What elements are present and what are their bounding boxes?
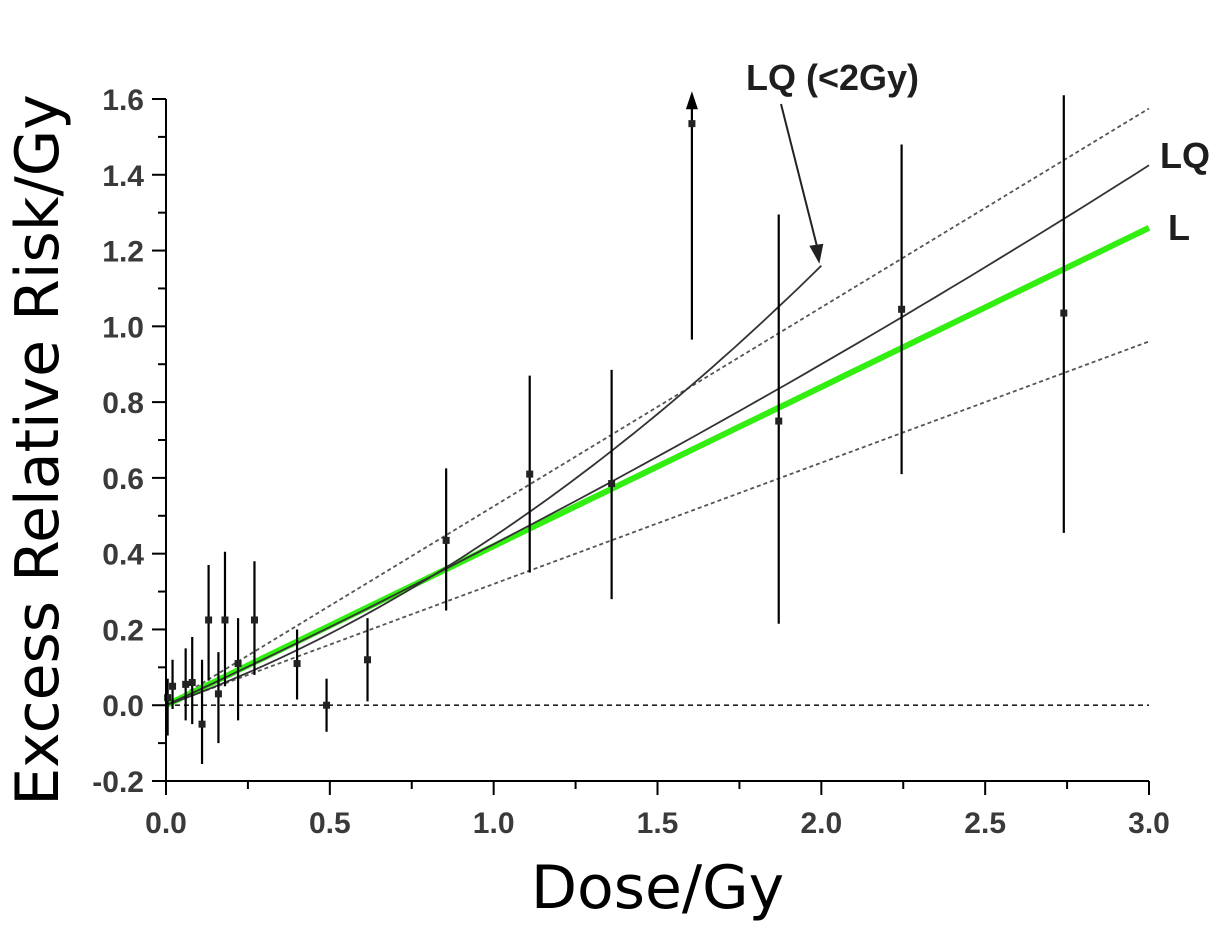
y-tick-label: 0.4	[102, 539, 144, 572]
y-tick-label: 0.0	[102, 690, 144, 723]
data-point	[323, 701, 331, 709]
y-tick-label: 0.8	[102, 387, 144, 420]
x-tick-label: 1.5	[637, 807, 679, 840]
upward-arrow-icon	[685, 91, 698, 110]
y-axis-title: Excess Relative Risk/Gy	[3, 94, 73, 805]
annotation-lq-low-dose: LQ (<2Gy)	[746, 57, 919, 98]
data-point	[214, 690, 222, 698]
lq-fit-curve	[165, 164, 1150, 707]
data-point	[182, 680, 190, 688]
lq-low-dose-fit-curve	[165, 265, 822, 707]
data-point	[234, 660, 242, 668]
y-tick-label: 0.2	[102, 614, 144, 647]
x-tick-label: 0.5	[309, 807, 351, 840]
y-tick-label: 1.2	[102, 236, 144, 269]
data-point	[608, 480, 616, 488]
annotation-lq: LQ	[1160, 135, 1210, 176]
data-point	[221, 616, 229, 624]
lower-confidence-line	[165, 340, 1150, 707]
x-tick-label: 2.0	[800, 807, 842, 840]
x-tick-label: 0.0	[145, 807, 187, 840]
data-point	[205, 616, 213, 624]
y-tick-label: 1.6	[102, 84, 144, 117]
x-tick-label: 1.0	[473, 807, 515, 840]
data-point	[198, 720, 206, 728]
y-tick-label: 1.0	[102, 311, 144, 344]
annotation-arrow-line	[780, 103, 819, 248]
data-point	[164, 694, 172, 702]
data-point	[188, 678, 196, 686]
confidence-band-layer	[165, 107, 1150, 707]
fit-curves-layer	[164, 164, 1151, 708]
data-point	[250, 616, 258, 624]
data-point	[526, 470, 534, 478]
annotation-l: L	[1168, 207, 1190, 248]
data-point	[293, 660, 301, 668]
y-tick-label: 0.6	[102, 463, 144, 496]
x-axis-title: Dose/Gy	[531, 853, 784, 923]
linear-fit-line	[164, 225, 1151, 708]
data-point	[442, 536, 450, 544]
data-point	[688, 120, 696, 128]
data-point	[1060, 309, 1068, 317]
labels-layer: Dose/Gy Excess Relative Risk/Gy LQ (<2Gy) L…	[3, 57, 1210, 923]
y-tick-label: -0.2	[92, 766, 144, 799]
upper-confidence-line	[165, 107, 1150, 706]
axes-layer: -0.20.00.20.40.60.81.01.21.41.60.0 0.5 1.0…	[92, 84, 1170, 840]
y-tick-label: 1.4	[102, 160, 144, 193]
x-tick-label: 3.0	[1128, 807, 1170, 840]
data-point	[169, 682, 177, 690]
data-point	[364, 656, 372, 664]
data-point	[775, 417, 783, 425]
data-points-layer	[164, 91, 1068, 764]
x-tick-label: 2.5	[964, 807, 1006, 840]
data-point	[898, 305, 906, 313]
annotation-arrowhead-icon	[809, 243, 824, 264]
